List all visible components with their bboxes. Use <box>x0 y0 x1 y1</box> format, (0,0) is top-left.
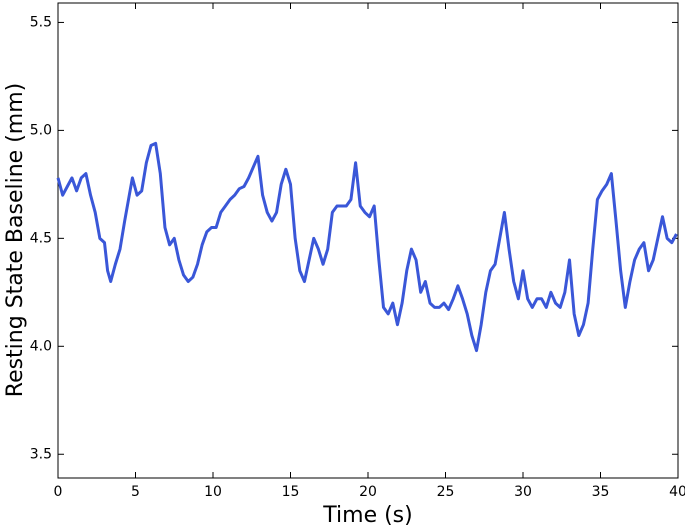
y-tick-label: 5.0 <box>30 122 52 138</box>
x-tick-label: 10 <box>204 484 222 500</box>
line <box>56 141 678 353</box>
x-tick-label: 20 <box>359 484 377 500</box>
y-tick-label: 4.0 <box>30 338 52 354</box>
x-tick-label: 30 <box>514 484 532 500</box>
y-axis-label: Resting State Baseline (mm) <box>3 83 28 397</box>
x-tick-label: 0 <box>54 484 63 500</box>
y-tick-label: 4.5 <box>30 230 52 246</box>
y-tick-label: 3.5 <box>30 446 52 462</box>
x-tick-label: 15 <box>282 484 300 500</box>
plot-frame <box>57 2 679 479</box>
x-axis-label: Time (s) <box>322 503 412 528</box>
x-tick-label: 25 <box>437 484 455 500</box>
x-tick-label: 40 <box>669 484 685 500</box>
y-tick-label: 5.5 <box>30 14 52 30</box>
x-tick-label: 35 <box>592 484 610 500</box>
x-tick-label: 5 <box>131 484 140 500</box>
